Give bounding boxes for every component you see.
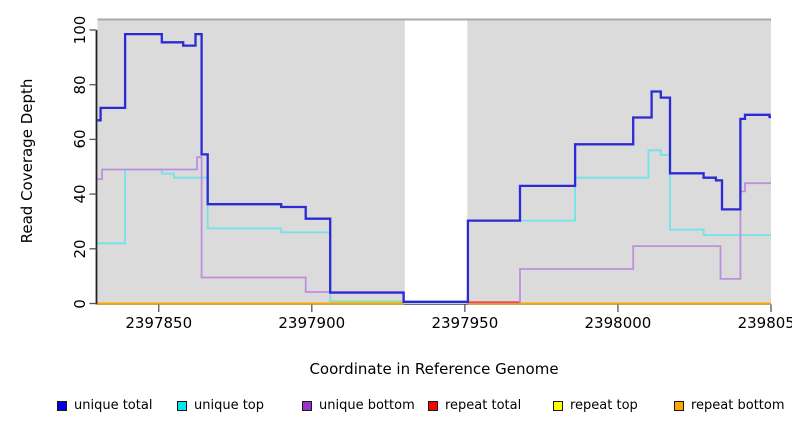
no-data-gap bbox=[404, 20, 468, 304]
y-tick-label: 0 bbox=[71, 298, 89, 309]
y-tick-label: 100 bbox=[71, 15, 89, 45]
legend-label: unique total bbox=[74, 398, 153, 413]
legend-swatch-repeat-total bbox=[428, 401, 438, 411]
legend-label: unique bottom bbox=[319, 398, 415, 413]
legend-item-repeat-bottom: repeat bottom bbox=[674, 399, 785, 413]
x-tick-label: 2398000 bbox=[584, 314, 652, 332]
legend-label: repeat bottom bbox=[691, 398, 785, 413]
y-axis-title: Read Coverage Depth bbox=[18, 78, 36, 244]
legend-item-unique-top: unique top bbox=[177, 399, 264, 413]
y-tick-label: 80 bbox=[71, 75, 89, 95]
x-tick-label: 2397950 bbox=[431, 314, 499, 332]
x-tick-label: 2397850 bbox=[125, 314, 193, 332]
legend-item-repeat-total: repeat total bbox=[428, 399, 521, 413]
x-tick-label: 2397900 bbox=[278, 314, 346, 332]
legend-label: repeat top bbox=[570, 398, 638, 413]
legend-swatch-unique-top bbox=[177, 401, 187, 411]
legend-item-unique-total: unique total bbox=[57, 399, 152, 413]
y-tick-label: 40 bbox=[71, 184, 89, 204]
series-line-unique-bottom bbox=[519, 182, 771, 304]
series-line-unique-total bbox=[97, 32, 771, 304]
legend-swatch-repeat-top bbox=[553, 401, 563, 411]
legend-item-unique-bottom: unique bottom bbox=[302, 399, 415, 413]
legend-label: repeat total bbox=[445, 398, 522, 413]
legend-swatch-unique-total bbox=[57, 401, 67, 411]
legend-swatch-repeat-bottom bbox=[674, 401, 684, 411]
y-tick-label: 20 bbox=[71, 239, 89, 259]
legend-label: unique top bbox=[194, 398, 265, 413]
x-tick-label: 2398050 bbox=[737, 314, 792, 332]
legend-item-repeat-top: repeat top bbox=[553, 399, 638, 413]
x-axis-title: Coordinate in Reference Genome bbox=[309, 360, 559, 378]
legend-swatch-unique-bottom bbox=[302, 401, 312, 411]
y-tick-label: 60 bbox=[71, 129, 89, 149]
